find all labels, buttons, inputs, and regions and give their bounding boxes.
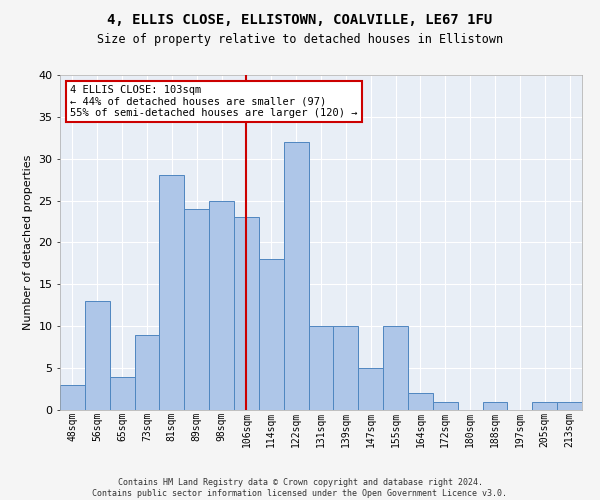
- Y-axis label: Number of detached properties: Number of detached properties: [23, 155, 32, 330]
- Text: 4 ELLIS CLOSE: 103sqm
← 44% of detached houses are smaller (97)
55% of semi-deta: 4 ELLIS CLOSE: 103sqm ← 44% of detached …: [70, 85, 358, 118]
- Bar: [85, 301, 110, 410]
- Bar: [134, 334, 160, 410]
- Bar: [408, 393, 433, 410]
- Bar: [308, 326, 334, 410]
- Bar: [557, 402, 582, 410]
- Bar: [334, 326, 358, 410]
- Bar: [532, 402, 557, 410]
- Text: Size of property relative to detached houses in Ellistown: Size of property relative to detached ho…: [97, 32, 503, 46]
- Bar: [259, 259, 284, 410]
- Bar: [234, 218, 259, 410]
- Bar: [358, 368, 383, 410]
- Bar: [60, 385, 85, 410]
- Bar: [110, 376, 134, 410]
- Text: Contains HM Land Registry data © Crown copyright and database right 2024.
Contai: Contains HM Land Registry data © Crown c…: [92, 478, 508, 498]
- Text: 4, ELLIS CLOSE, ELLISTOWN, COALVILLE, LE67 1FU: 4, ELLIS CLOSE, ELLISTOWN, COALVILLE, LE…: [107, 12, 493, 26]
- Bar: [284, 142, 308, 410]
- Bar: [433, 402, 458, 410]
- Bar: [160, 176, 184, 410]
- Bar: [184, 209, 209, 410]
- Bar: [482, 402, 508, 410]
- Bar: [383, 326, 408, 410]
- Bar: [209, 200, 234, 410]
